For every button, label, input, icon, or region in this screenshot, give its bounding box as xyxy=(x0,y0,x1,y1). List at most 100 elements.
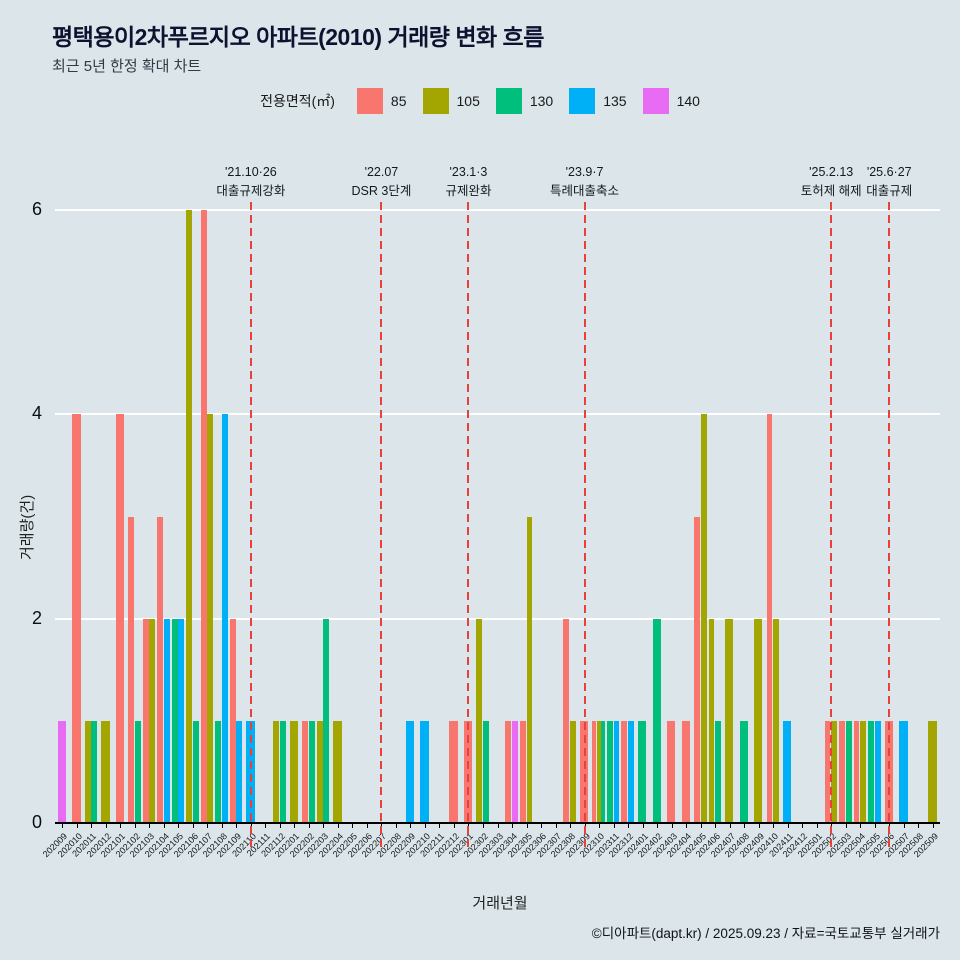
bar-202105-130 xyxy=(171,618,178,823)
x-tick-mark xyxy=(570,823,572,828)
bar-202107-85 xyxy=(200,210,207,823)
x-tick-mark xyxy=(178,823,180,828)
bar-202405-85 xyxy=(694,516,700,823)
legend-item-105: 105 xyxy=(422,88,480,114)
x-tick-mark xyxy=(802,823,804,828)
event-line-202207 xyxy=(380,202,383,850)
x-tick-mark xyxy=(642,823,644,828)
bar-202302-105 xyxy=(476,618,483,823)
event-annotation-202502: '25.2.13 토허제 해제 xyxy=(801,163,862,201)
y-tick-label: 6 xyxy=(31,199,42,219)
bar-202106-105 xyxy=(186,210,193,823)
bar-202401-130 xyxy=(638,720,647,823)
x-tick-mark xyxy=(874,823,876,828)
x-tick-mark xyxy=(671,823,673,828)
event-label: 대출규제 xyxy=(866,183,913,198)
bar-202009-140 xyxy=(57,720,67,823)
x-tick-mark xyxy=(773,823,775,828)
event-date: '25.2.13 xyxy=(809,165,854,179)
x-tick-mark xyxy=(91,823,93,828)
bar-202410-105 xyxy=(773,618,780,823)
y-tick-label: 4 xyxy=(31,403,42,424)
x-tick-mark xyxy=(845,823,847,828)
x-tick-mark xyxy=(860,823,862,828)
bar-202112-130 xyxy=(279,720,286,823)
x-tick-mark xyxy=(555,823,557,828)
event-annotation-202309: '23.9·7 특례대출축소 xyxy=(550,163,619,201)
x-tick-mark xyxy=(163,823,165,828)
legend-label-105: 105 xyxy=(456,93,480,109)
x-tick-mark xyxy=(424,823,426,828)
bar-202011-105 xyxy=(84,720,91,823)
x-tick-mark xyxy=(366,823,368,828)
bar-202102-130 xyxy=(134,720,141,823)
event-annotation-202110: '21.10·26 대출규제강화 xyxy=(216,163,285,201)
bar-202404-85 xyxy=(681,720,690,823)
x-tick-mark xyxy=(512,823,513,828)
bar-202505-135 xyxy=(874,720,881,823)
bar-202503-130 xyxy=(845,720,852,823)
x-tick-mark xyxy=(497,823,499,828)
x-tick-mark xyxy=(686,823,688,828)
bar-202204-105 xyxy=(333,720,342,823)
x-tick-mark xyxy=(657,823,659,828)
x-tick-mark xyxy=(729,823,731,828)
bar-202102-85 xyxy=(128,516,135,823)
bar-202305-105 xyxy=(526,516,533,823)
x-tick-mark xyxy=(628,823,630,828)
event-line-202309 xyxy=(583,202,586,850)
bar-202406-130 xyxy=(715,720,721,823)
bar-202402-130 xyxy=(652,618,661,823)
gridline-y4 xyxy=(55,413,940,416)
legend-label-140: 140 xyxy=(676,93,700,109)
bar-202502-85 xyxy=(824,720,831,823)
x-tick-mark xyxy=(700,823,702,828)
bar-202308-85 xyxy=(563,618,570,823)
bar-202209-135 xyxy=(405,720,415,823)
bar-202105-135 xyxy=(178,618,185,823)
x-tick-mark xyxy=(192,823,194,828)
bar-202011-130 xyxy=(91,720,98,823)
x-tick-mark xyxy=(105,823,107,828)
plot-area xyxy=(55,209,940,828)
bar-202109-85 xyxy=(229,618,236,823)
event-date: '25.6·27 xyxy=(866,165,912,179)
bar-202108-130 xyxy=(215,720,222,823)
event-line-202110 xyxy=(249,202,252,850)
bar-202202-130 xyxy=(308,720,315,823)
bar-202103-85 xyxy=(142,618,149,823)
bar-202509-105 xyxy=(928,720,937,823)
y-tick-label: 0 xyxy=(31,812,42,832)
x-tick-mark xyxy=(279,823,281,828)
x-tick-mark xyxy=(221,823,223,828)
bar-202302-130 xyxy=(482,720,489,823)
x-tick-mark xyxy=(294,823,296,828)
event-label: DSR 3단계 xyxy=(351,183,412,198)
legend-swatch-85 xyxy=(356,88,383,114)
x-tick-mark xyxy=(903,823,905,828)
event-date: '22.07 xyxy=(364,165,399,179)
x-tick-mark xyxy=(410,823,412,828)
x-tick-mark xyxy=(526,823,528,828)
bar-202203-130 xyxy=(323,618,330,823)
x-tick-mark xyxy=(453,823,455,828)
bar-202407-105 xyxy=(725,618,734,823)
x-tick-mark xyxy=(744,823,746,828)
event-label: 토허제 해제 xyxy=(800,183,862,198)
bar-202104-85 xyxy=(157,516,164,823)
x-tick-mark xyxy=(482,823,484,828)
bar-202408-130 xyxy=(739,720,748,823)
bar-202310-85 xyxy=(592,720,597,823)
y-axis-title: 거래량(건) xyxy=(19,494,36,560)
x-tick-mark xyxy=(599,823,601,828)
legend-swatch-135 xyxy=(569,88,596,114)
bar-202203-105 xyxy=(316,720,323,823)
bar-202505-130 xyxy=(868,720,874,823)
bar-202109-135 xyxy=(236,720,243,823)
bar-202201-105 xyxy=(289,720,299,823)
bar-202406-105 xyxy=(708,618,715,823)
chart-title: 평택용이2차푸르지오 아파트(2010) 거래량 변화 흐름 xyxy=(52,24,544,50)
legend-item-85: 85 xyxy=(356,88,407,114)
x-tick-mark xyxy=(308,823,310,828)
